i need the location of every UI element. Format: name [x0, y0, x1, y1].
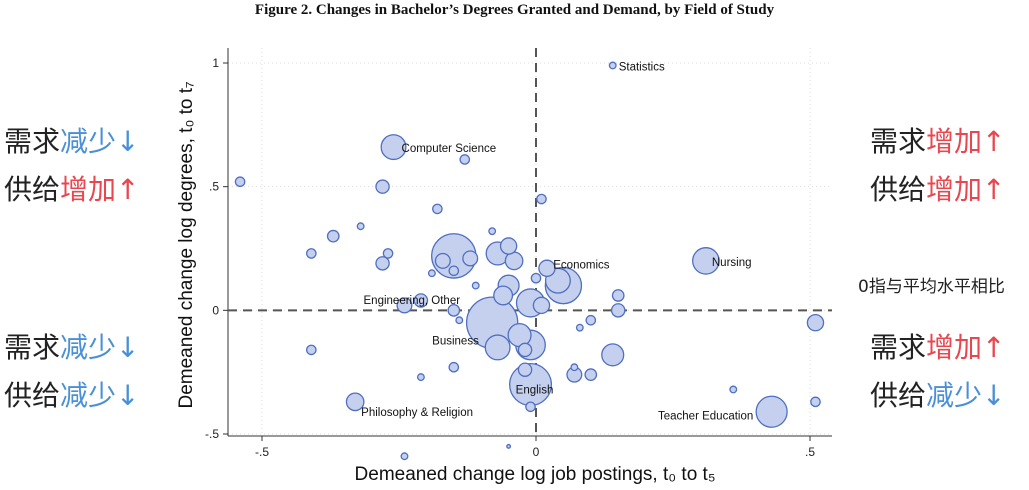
data-point — [434, 252, 451, 269]
y-axis-label: Demeaned change log degrees, t₀ to t₇ — [176, 81, 197, 408]
point-label: Economics — [553, 260, 609, 272]
data-point — [517, 342, 533, 358]
data-point — [575, 323, 584, 332]
y-tick-label: 1 — [212, 56, 219, 70]
figure-title: Figure 2. Changes in Bachelor’s Degrees … — [254, 2, 775, 18]
data-point — [506, 443, 512, 449]
data-point — [610, 303, 626, 318]
data-point — [234, 176, 246, 188]
data-point — [806, 313, 825, 332]
points-layer — [234, 61, 825, 461]
point-label: Business — [432, 336, 479, 348]
annotation-bottom-left: 需求减少↓ 供给减少↓ — [4, 331, 140, 412]
data-point — [729, 385, 738, 394]
data-point — [601, 343, 625, 367]
data-point — [532, 296, 551, 315]
annotation-top-left: 需求减少↓ 供给增加↑ — [4, 125, 140, 206]
data-point — [608, 61, 617, 70]
data-point — [611, 289, 625, 302]
data-point — [306, 248, 317, 259]
data-point — [471, 281, 480, 290]
data-point — [326, 229, 340, 243]
data-point — [585, 314, 597, 326]
data-point — [536, 193, 547, 205]
annotation-bottom-right: 需求增加↑ 供给减少↓ — [870, 331, 1006, 412]
y-tick-label: 0 — [212, 303, 219, 317]
data-point — [380, 134, 407, 161]
data-point — [755, 395, 788, 428]
data-point — [525, 401, 536, 413]
data-point — [447, 303, 461, 317]
x-tick-label: .5 — [805, 445, 815, 459]
point-label: Teacher Education — [658, 411, 753, 423]
y-tick-label: -.5 — [205, 427, 219, 441]
data-point — [400, 452, 409, 461]
data-point — [493, 285, 514, 306]
point-label: Philosophy & Religion — [361, 407, 473, 419]
y-tick-label: .5 — [209, 180, 219, 194]
data-point — [499, 237, 518, 255]
point-label: Statistics — [619, 61, 665, 73]
data-point — [432, 203, 443, 215]
data-point — [375, 256, 390, 271]
data-point — [306, 344, 317, 356]
data-point — [538, 259, 556, 278]
data-point — [584, 368, 598, 382]
data-point — [382, 248, 394, 259]
point-label: English — [516, 385, 554, 397]
data-point — [810, 396, 821, 408]
data-point — [448, 265, 460, 277]
data-point — [462, 250, 479, 267]
data-point — [504, 251, 524, 271]
point-label: Nursing — [712, 257, 752, 269]
data-point — [356, 222, 365, 231]
point-labels-layer: Statistics Computer Science Engineering, O… — [361, 61, 753, 422]
axis-layer: -.5 0 .5 -.5 0 .5 1 — [205, 48, 832, 459]
data-point — [488, 227, 497, 236]
baseline-note: 0指与平均水平相比 — [858, 277, 1005, 297]
x-axis-label: Demeaned change log job postings, t₀ to … — [355, 464, 716, 485]
x-tick-label: 0 — [533, 445, 540, 459]
x-tick-label: -.5 — [255, 445, 269, 459]
data-point — [530, 272, 542, 284]
data-point — [416, 373, 425, 382]
data-point — [507, 322, 532, 348]
annotation-top-right: 需求增加↑ 供给增加↑ — [870, 125, 1006, 206]
data-point — [413, 293, 429, 308]
data-point — [448, 361, 460, 373]
point-label: Computer Science — [402, 143, 497, 155]
data-point — [396, 297, 413, 314]
data-point — [375, 179, 390, 194]
data-point — [692, 247, 720, 275]
data-point — [427, 269, 436, 278]
data-point — [517, 362, 533, 377]
data-point — [455, 316, 464, 325]
data-point — [459, 154, 471, 165]
data-point — [345, 392, 365, 412]
point-label: Engineering, Other — [364, 295, 461, 307]
data-point — [570, 363, 579, 372]
data-point — [484, 334, 511, 361]
